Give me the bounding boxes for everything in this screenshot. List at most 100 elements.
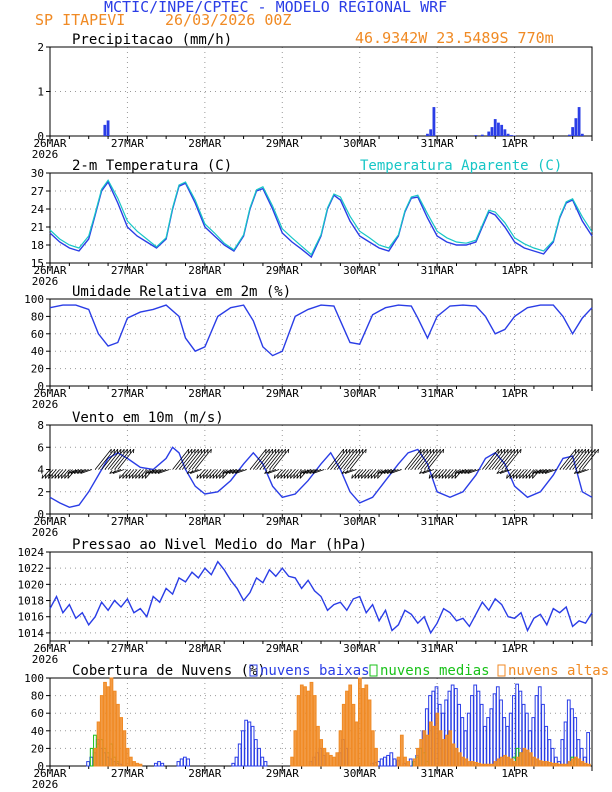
cloud-bar [451,743,456,767]
x-date-label: 27MAR [111,264,144,277]
wind-arrow-head [157,470,161,474]
wind-arrow [77,469,89,474]
wind-arrow-head [431,474,434,479]
y-tick-label: 0 [37,760,44,773]
cloud-bar [412,758,417,767]
wind-arrow-head [60,474,63,479]
precip-bar [574,118,578,136]
wind-arrow [283,469,293,479]
wind-arrow [172,448,190,470]
wind-arrow [512,469,522,479]
cloud-bar [448,730,453,767]
wind-arrow-head [522,474,524,479]
wind-arrow [48,469,57,479]
cloud-bar [182,756,187,767]
wind-arrow-head [120,449,122,454]
wind-arrow-head [225,470,229,474]
wind-arrow-head [373,474,376,479]
cloud-bar [128,756,133,767]
cloud-bar [312,695,317,767]
wind-arrow-head [594,449,596,454]
cloud-bar [567,761,572,767]
run-date: 26/03/2026 00Z [165,11,292,29]
cloud-bar [587,763,591,767]
wind-arrow [61,469,70,479]
cloud-bar [466,712,471,767]
cloud-bar [338,730,343,767]
cloud-bar [483,763,488,767]
wind-arrow-head [299,470,303,474]
cloud-bar [492,693,497,767]
legend-swatch [249,664,258,677]
cloud-bar [86,761,90,767]
wind-arrow-head [206,474,208,479]
y-tick-label: 30 [31,167,44,180]
cloud-bar [477,762,482,767]
wind-arrow [419,469,431,474]
wind-arrow-head [442,449,445,454]
panel-temp: 15 18 21 24 27 30 26MAR 27MAR 28MAR 29MAR 30MAR 31M… [31,158,593,288]
cloud-bar [516,756,520,767]
wind-arrow [110,448,128,470]
wind-arrow-head [231,470,236,474]
precip-bar [103,124,107,136]
cloud-bar [528,752,533,767]
cloud-bar [99,695,104,767]
cloud-bar [361,688,365,767]
wind-arrow [435,469,444,479]
wind-arrow-head [41,474,44,479]
y-tick-label: 0 [37,508,44,521]
wind-arrow-head [284,449,286,454]
y-tick-label: 0 [37,380,44,393]
precip-bar [509,135,513,136]
wind-arrow-head [597,449,599,454]
cloud-bar [293,730,298,767]
wind-arrow [572,448,590,470]
wind-arrow-head [509,474,511,479]
wind-arrow-head [215,474,218,479]
wind-arrow [565,448,583,470]
wind-arrow [215,469,225,479]
cloud-bar [335,752,340,767]
wind-arrow [582,448,599,470]
wind-arrow [407,448,425,470]
cloud-bar [416,747,420,767]
cloud-bar [399,734,404,767]
cloud-bar [237,743,242,767]
wind-arrow-head [574,449,577,454]
wind-arrow [70,469,83,474]
wind-arrow-head [349,449,351,454]
y-tick-label: 80 [31,690,44,703]
wind-arrow-head [377,470,381,474]
precip-bar [571,127,575,136]
cloud-bar [461,756,465,767]
cloud-bar [467,761,472,767]
wind-arrow-head [126,449,128,454]
wind-arrow-head [419,470,423,474]
panel-wind: 0 2 4 6 8 26MAR 27MAR 28MAR 29MAR 30MAR 31MAR 1APR 2… [32,410,599,539]
wind-arrow [94,448,112,470]
wind-arrow-head [528,474,531,479]
cloud-bar [570,758,575,767]
wind-arrow [559,448,577,470]
wind-arrow [290,469,299,479]
wind-arrow-head [209,474,211,479]
cloud-bar [495,686,500,767]
x-date-label: 26MAR [33,264,66,277]
wind-arrow-head [345,449,348,454]
wind-arrow [448,469,457,479]
wind-arrow-head [497,449,499,454]
wind-arrow-head [309,470,313,474]
cloud-bar [551,762,556,767]
wind-arrow-head [496,470,500,474]
y-tick-label: 60 [31,707,44,720]
wind-arrow-head [358,449,361,454]
cloud-bar [135,762,140,767]
wind-arrow [98,448,115,470]
wind-arrow [488,448,506,470]
wind-arrow-head [194,449,196,454]
cloud-bar [348,684,353,767]
cloud-bar [476,690,481,767]
wind-arrow [128,469,138,479]
